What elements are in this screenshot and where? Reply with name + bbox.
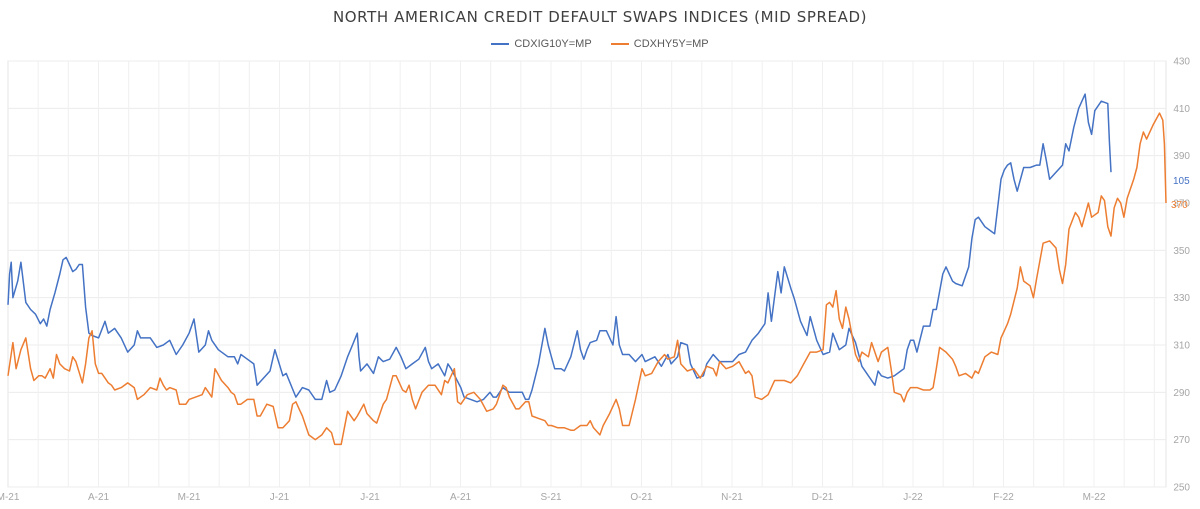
y-tick-label: 330 [1173, 293, 1190, 304]
legend-item-hy[interactable]: CDXHY5Y=MP [610, 38, 709, 50]
legend-swatch-ig [491, 43, 510, 45]
legend-label-ig: CDXIG10Y=MP [514, 38, 592, 50]
legend-label-hy: CDXHY5Y=MP [633, 38, 709, 50]
x-tick-label: J-21 [270, 492, 290, 503]
y-tick-label: 370 [1173, 199, 1190, 210]
legend-item-ig[interactable]: CDXIG10Y=MP [491, 38, 592, 50]
chart-title: NORTH AMERICAN CREDIT DEFAULT SWAPS INDI… [332, 8, 868, 26]
x-tick-label: A-21 [88, 492, 110, 503]
x-tick-label: S-21 [540, 492, 562, 503]
x-tick-label: M-21 [0, 492, 20, 503]
plot-frame [7, 60, 1167, 488]
x-tick-label: N-21 [721, 492, 743, 503]
series-line-cdxig10y [7, 93, 1112, 403]
end-label-hy: 370 [1171, 200, 1188, 211]
y-tick-label: 350 [1173, 246, 1190, 257]
x-gridlines [37, 61, 1155, 487]
x-tick-label: O-21 [630, 492, 653, 503]
x-tick-label: A-21 [450, 492, 472, 503]
x-tick-label: J-21 [360, 492, 380, 503]
x-tick-label: J-22 [903, 492, 923, 503]
x-tick-label: M-21 [178, 492, 201, 503]
x-tick-label: F-22 [993, 492, 1014, 503]
x-tick-label: D-21 [812, 492, 834, 503]
legend-swatch-hy [610, 43, 629, 45]
y-tick-label: 250 [1173, 483, 1190, 494]
series-line-cdxhy5y [7, 112, 1167, 446]
end-label-ig: 105 [1173, 176, 1190, 187]
y-tick-label: 430 [1173, 57, 1190, 68]
legend: CDXIG10Y=MP CDXHY5Y=MP [0, 36, 1200, 50]
y-tick-label: 310 [1173, 341, 1190, 352]
y-tick-label: 290 [1173, 388, 1190, 399]
y-tick-label: 410 [1173, 104, 1190, 115]
x-tick-label: M-22 [1083, 492, 1106, 503]
y-tick-label: 270 [1173, 435, 1190, 446]
y-tick-label: 390 [1173, 151, 1190, 162]
